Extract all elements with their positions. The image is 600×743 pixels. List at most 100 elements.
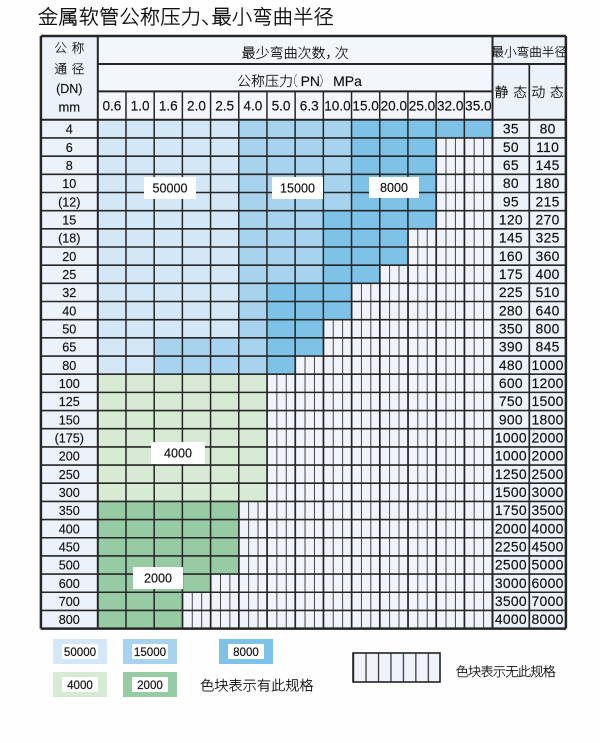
svg-text:95: 95 [503,193,519,209]
svg-text:1000: 1000 [495,430,527,446]
svg-text:145: 145 [499,230,523,246]
svg-text:3000: 3000 [495,575,527,591]
svg-text:600: 600 [499,375,523,391]
svg-text:1800: 1800 [532,411,564,427]
svg-text:2000: 2000 [532,448,564,464]
svg-text:1250: 1250 [495,466,527,482]
svg-text:215: 215 [536,193,560,209]
svg-text:2000: 2000 [137,679,163,692]
svg-text:10.0: 10.0 [324,99,351,114]
svg-text:1000: 1000 [532,357,564,373]
svg-text:4: 4 [66,123,73,137]
svg-text:600: 600 [59,577,80,591]
svg-text:175: 175 [499,266,523,282]
svg-text:50000: 50000 [152,182,187,196]
svg-text:20.0: 20.0 [381,99,408,114]
svg-text:450: 450 [59,541,80,555]
svg-text:1.0: 1.0 [131,99,150,114]
svg-text:MPa: MPa [333,73,362,89]
svg-text:6: 6 [66,141,73,155]
svg-text:10: 10 [62,177,76,191]
svg-text:2000: 2000 [532,430,564,446]
svg-text:4000: 4000 [164,447,192,461]
svg-text:2.0: 2.0 [187,99,206,114]
svg-text:280: 280 [499,302,523,318]
svg-text:225: 225 [499,284,523,300]
svg-text:2500: 2500 [532,466,564,482]
svg-text:845: 845 [536,339,560,355]
svg-text:180: 180 [536,175,560,191]
svg-text:150: 150 [59,413,80,427]
svg-text:80: 80 [62,359,76,373]
svg-text:250: 250 [59,468,80,482]
svg-text:125: 125 [59,395,80,409]
svg-text:300: 300 [59,486,80,500]
svg-text:0.6: 0.6 [102,99,121,114]
svg-text:4500: 4500 [532,539,564,555]
svg-text:2000: 2000 [495,520,527,536]
svg-text:145: 145 [536,157,560,173]
svg-text:7000: 7000 [532,593,564,609]
svg-text:(175): (175) [55,432,84,446]
svg-text:4.0: 4.0 [243,99,262,114]
svg-text:360: 360 [536,248,560,264]
svg-text:110: 110 [536,139,559,155]
svg-text:2.5: 2.5 [215,99,234,114]
svg-text:750: 750 [499,393,523,409]
svg-text:8000: 8000 [380,181,408,195]
svg-text:6000: 6000 [532,575,564,591]
svg-text:mm: mm [58,100,80,115]
svg-text:15000: 15000 [280,182,315,196]
svg-text:50: 50 [503,139,519,155]
svg-text:2250: 2250 [495,539,527,555]
svg-text:(12): (12) [58,195,80,209]
svg-text:800: 800 [59,613,80,627]
svg-text:1000: 1000 [495,448,527,464]
svg-text:40: 40 [62,304,76,318]
svg-text:6.3: 6.3 [300,99,319,114]
svg-text:5.0: 5.0 [272,99,291,114]
svg-text:50: 50 [62,322,76,336]
svg-text:400: 400 [536,266,560,282]
svg-text:1500: 1500 [495,484,527,500]
svg-text:1750: 1750 [495,502,527,518]
svg-text:3000: 3000 [532,484,564,500]
svg-text:2500: 2500 [495,557,527,573]
svg-text:(18): (18) [58,232,80,246]
svg-text:510: 510 [536,284,560,300]
svg-text:65: 65 [62,341,76,355]
svg-text:25: 25 [62,268,76,282]
svg-text:160: 160 [499,248,523,264]
svg-text:400: 400 [59,522,80,536]
svg-text:640: 640 [536,302,560,318]
svg-text:15000: 15000 [134,646,166,659]
svg-text:4000: 4000 [495,611,527,627]
svg-text:200: 200 [59,450,80,464]
svg-text:32.0: 32.0 [437,99,464,114]
svg-text:65: 65 [503,157,519,173]
svg-text:500: 500 [59,559,80,573]
svg-text:25.0: 25.0 [409,99,436,114]
svg-text:80: 80 [503,175,519,191]
svg-text:4000: 4000 [532,520,564,536]
svg-text:PN: PN [301,73,320,89]
svg-text:3500: 3500 [495,593,527,609]
svg-text:350: 350 [499,320,523,336]
svg-text:5000: 5000 [532,557,564,573]
svg-text:35.0: 35.0 [465,99,492,114]
svg-text:50000: 50000 [64,646,96,659]
svg-text:900: 900 [499,411,523,427]
svg-text:325: 325 [536,230,560,246]
svg-text:8: 8 [66,159,73,173]
svg-text:350: 350 [59,504,80,518]
svg-text:1.6: 1.6 [159,99,178,114]
svg-text:2000: 2000 [144,572,172,586]
svg-text:700: 700 [59,595,80,609]
svg-text:120: 120 [499,211,523,227]
svg-text:(DN): (DN) [56,82,82,96]
svg-text:800: 800 [536,320,560,336]
svg-text:480: 480 [499,357,523,373]
svg-text:15: 15 [62,213,76,227]
svg-text:35: 35 [503,121,519,137]
svg-text:3500: 3500 [532,502,564,518]
